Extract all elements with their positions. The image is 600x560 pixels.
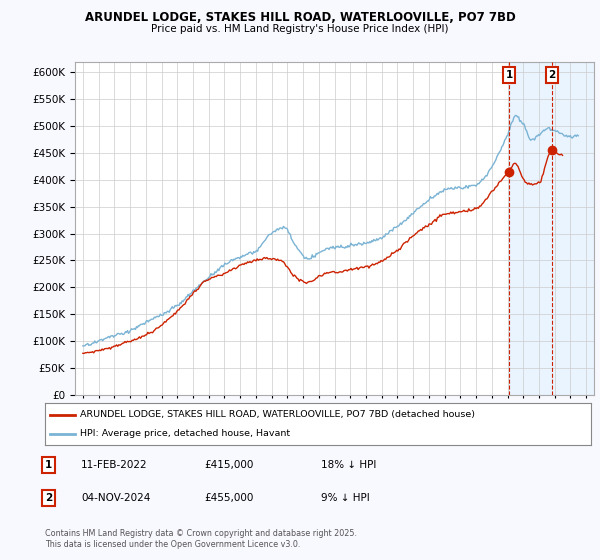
Text: 9% ↓ HPI: 9% ↓ HPI [321, 493, 370, 503]
Bar [509, 62, 594, 395]
Text: ARUNDEL LODGE, STAKES HILL ROAD, WATERLOOVILLE, PO7 7BD (detached house): ARUNDEL LODGE, STAKES HILL ROAD, WATERLO… [80, 410, 475, 419]
Text: 18% ↓ HPI: 18% ↓ HPI [321, 460, 376, 470]
Text: £455,000: £455,000 [204, 493, 253, 503]
Text: ARUNDEL LODGE, STAKES HILL ROAD, WATERLOOVILLE, PO7 7BD: ARUNDEL LODGE, STAKES HILL ROAD, WATERLO… [85, 11, 515, 24]
Text: Price paid vs. HM Land Registry's House Price Index (HPI): Price paid vs. HM Land Registry's House … [151, 24, 449, 34]
Text: 04-NOV-2024: 04-NOV-2024 [81, 493, 151, 503]
Text: 11-FEB-2022: 11-FEB-2022 [81, 460, 148, 470]
Text: Contains HM Land Registry data © Crown copyright and database right 2025.
This d: Contains HM Land Registry data © Crown c… [45, 529, 357, 549]
Text: HPI: Average price, detached house, Havant: HPI: Average price, detached house, Hava… [80, 430, 290, 438]
Text: 1: 1 [505, 70, 512, 80]
Text: 1: 1 [45, 460, 52, 470]
Text: 2: 2 [45, 493, 52, 503]
Text: 2: 2 [548, 70, 556, 80]
Text: £415,000: £415,000 [204, 460, 253, 470]
